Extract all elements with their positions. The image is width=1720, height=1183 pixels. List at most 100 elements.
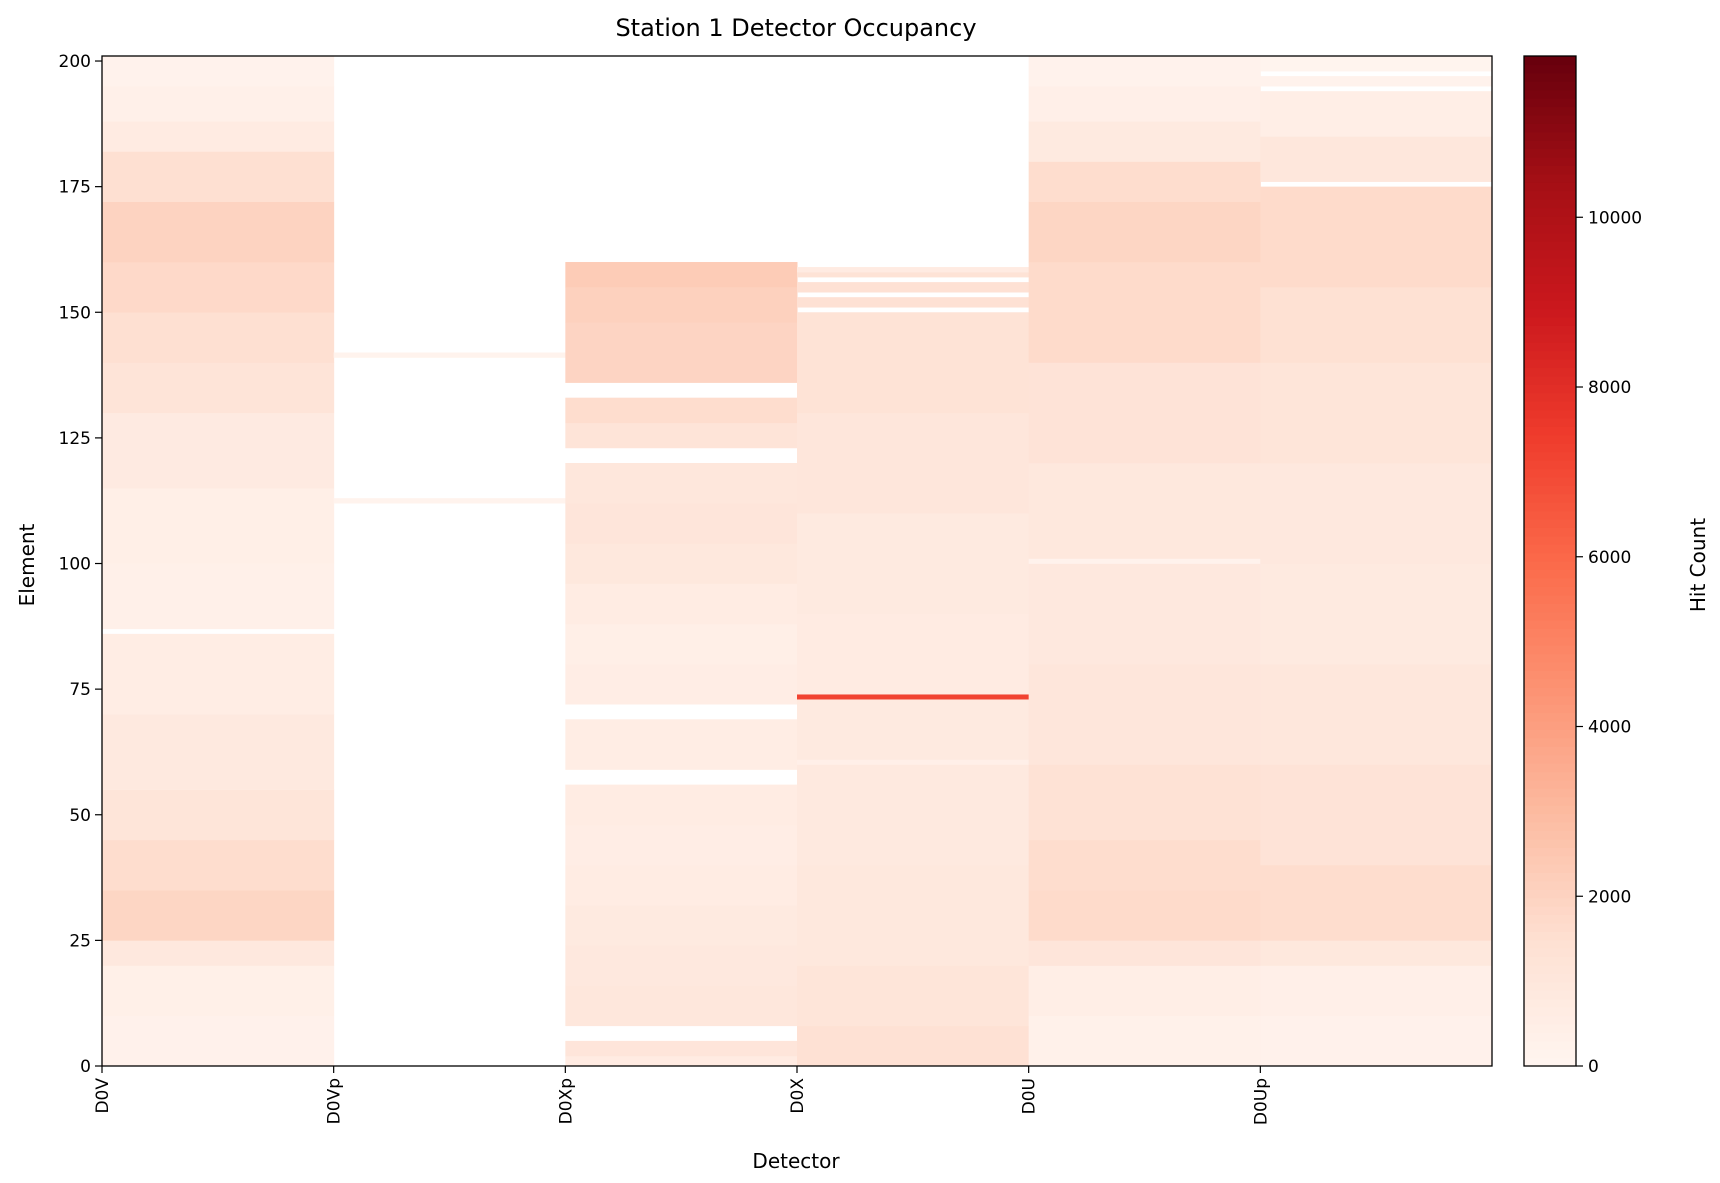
y-tick-label: 125 [59,429,91,449]
heatmap-cell [1028,965,1261,1017]
colorbar-step [1524,426,1576,436]
colorbar-step [1524,333,1576,343]
colorbar-step [1524,140,1576,150]
heatmap-cell [102,412,335,489]
colorbar-step [1524,628,1576,638]
y-tick-label: 100 [59,555,91,575]
colorbar-step [1524,1057,1576,1067]
colorbar-step [1524,577,1576,587]
heatmap-cell [565,463,798,504]
colorbar-step [1524,813,1576,823]
colorbar-step [1524,653,1576,663]
colorbar-step [1524,687,1576,697]
heatmap-cell [797,272,1030,278]
colorbar-step [1524,535,1576,545]
colorbar-step [1524,215,1576,225]
heatmap-cell [1028,56,1261,87]
colorbar-step [1524,316,1576,326]
colorbar-step [1524,729,1576,739]
detector-column [1028,56,1261,1067]
colorbar-step [1524,359,1576,369]
colorbar-step [1524,678,1576,688]
colorbar-step [1524,838,1576,848]
x-tick-label: D0U [1020,1078,1040,1114]
y-axis-label: Element [15,523,39,606]
colorbar-step [1524,830,1576,840]
heatmap-cell [1260,287,1493,363]
colorbar-step [1524,965,1576,975]
colorbar-step [1524,485,1576,495]
colorbar-step [1524,291,1576,301]
plot-area [101,55,1493,1067]
y-tick-label: 175 [59,178,91,198]
colorbar-step [1524,670,1576,680]
heatmap-cell [102,56,335,87]
heatmap-cell [797,965,1030,1027]
colorbar-step [1524,190,1576,200]
x-tick-label: D0Xp [556,1078,576,1124]
heatmap-cell [797,865,1030,966]
detector-column [333,352,566,504]
heatmap-cell [1260,76,1493,87]
colorbar-step [1524,788,1576,798]
heatmap-cell [1028,362,1261,464]
detector-column [797,267,1030,1067]
colorbar-step [1524,636,1576,646]
y-tick-label: 200 [59,52,91,72]
heatmap-cell [797,699,1030,760]
heatmap-cell [797,267,1030,273]
heatmap-cell [565,397,798,424]
colorbar-step [1524,350,1576,360]
colorbar-step [1524,476,1576,486]
y-tick-label: 150 [59,303,91,323]
heatmap-cell [1028,161,1261,203]
detector-column [565,262,798,1067]
colorbar-tick-label: 10000 [1588,208,1642,228]
colorbar-step [1524,157,1576,167]
heatmap-cell [102,839,335,891]
colorbar-step [1524,821,1576,831]
colorbar-step [1524,131,1576,141]
colorbar-step [1524,148,1576,158]
colorbar-step [1524,1015,1576,1025]
colorbar-step [1524,375,1576,385]
heatmap-cell [102,262,335,313]
colorbar-step [1524,417,1576,427]
colorbar-step [1524,510,1576,520]
colorbar: 0 2000 4000 6000 8000 10000 [1523,55,1642,1077]
colorbar-step [1524,956,1576,966]
colorbar-step [1524,249,1576,259]
colorbar-step [1524,274,1576,284]
colorbar-step [1524,737,1576,747]
heatmap-cell [565,503,798,544]
heatmap-cell [102,789,335,841]
colorbar-step [1524,611,1576,621]
colorbar-step [1524,224,1576,234]
heatmap-cell [797,513,1030,615]
colorbar-step [1524,544,1576,554]
heatmap-cell [102,965,335,1017]
colorbar-label: Hit Count [1686,518,1710,612]
x-axis-label: Detector [752,1149,840,1173]
colorbar-step [1524,872,1576,882]
heatmap-cell [565,1055,798,1067]
heatmap-cell [1260,563,1493,665]
colorbar-step [1524,72,1576,82]
heatmap-cell [1260,764,1493,866]
heatmap-cell [565,664,798,705]
colorbar-step [1524,401,1576,411]
colorbar-step [1524,922,1576,932]
colorbar-step [1524,939,1576,949]
y-tick-label: 0 [80,1057,91,1077]
colorbar-step [1524,981,1576,991]
heatmap-cell [797,1025,1030,1067]
heatmap-cell [102,201,335,263]
colorbar-step [1524,308,1576,318]
colorbar-step [1524,805,1576,815]
heatmap-cell [565,322,798,383]
heatmap-cell [1028,121,1261,162]
heatmap-cell [102,151,335,203]
heatmap-cell [1260,186,1493,288]
colorbar-step [1524,973,1576,983]
